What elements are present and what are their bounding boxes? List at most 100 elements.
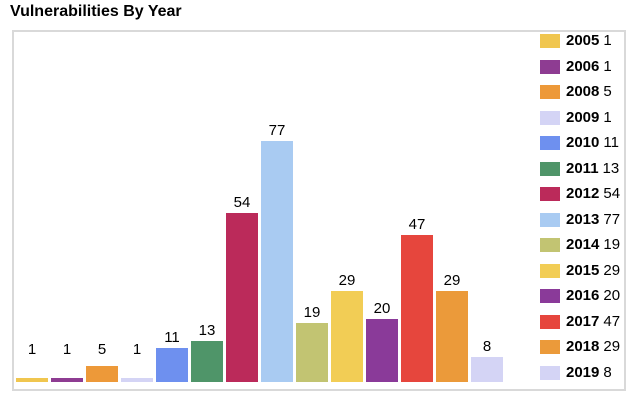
legend-swatch-2019 <box>540 366 560 380</box>
bar-value-label-2009: 1 <box>132 341 142 358</box>
bars-layer: 1 1 5 1 11 13 54 77 19 29 20 47 29 8 <box>14 32 624 389</box>
legend-item-2013[interactable]: 2013 77 <box>540 211 621 228</box>
legend-item-2018[interactable]: 2018 29 <box>540 338 621 355</box>
bar-value-label-2006: 1 <box>62 341 72 358</box>
bar-2008[interactable] <box>86 366 118 382</box>
legend-year: 2017 <box>566 313 600 330</box>
legend-item-2005[interactable]: 2005 1 <box>540 32 612 49</box>
legend-text: 2018 29 <box>566 338 621 355</box>
legend-text: 2014 19 <box>566 236 621 253</box>
bar-value-label-2016: 20 <box>373 300 391 317</box>
legend-value: 8 <box>603 364 612 381</box>
legend-swatch-2013 <box>540 213 560 227</box>
legend-swatch-2005 <box>540 34 560 48</box>
legend-swatch-2017 <box>540 315 560 329</box>
legend-item-2017[interactable]: 2017 47 <box>540 313 621 330</box>
legend-swatch-2006 <box>540 60 560 74</box>
legend-year: 2009 <box>566 109 600 126</box>
bar-value-label-2013: 77 <box>268 122 286 139</box>
bar-2015[interactable] <box>331 291 363 382</box>
legend-item-2012[interactable]: 2012 54 <box>540 185 621 202</box>
legend-item-2019[interactable]: 2019 8 <box>540 364 612 381</box>
legend-value: 29 <box>603 262 621 279</box>
legend-item-2015[interactable]: 2015 29 <box>540 262 621 279</box>
bar-value-label-2012: 54 <box>233 194 251 211</box>
legend-text: 2017 47 <box>566 313 621 330</box>
legend-year: 2016 <box>566 287 600 304</box>
legend-swatch-2016 <box>540 289 560 303</box>
bar-value-label-2005: 1 <box>27 341 37 358</box>
bar-value-label-2017: 47 <box>408 216 426 233</box>
bar-2009[interactable] <box>121 378 153 382</box>
legend-year: 2015 <box>566 262 600 279</box>
bar-value-label-2011: 13 <box>198 322 216 339</box>
legend-text: 2009 1 <box>566 109 612 126</box>
legend-value: 29 <box>603 338 621 355</box>
legend-swatch-2015 <box>540 264 560 278</box>
legend-text: 2006 1 <box>566 58 612 75</box>
legend-text: 2005 1 <box>566 32 612 49</box>
legend-value: 19 <box>603 236 621 253</box>
bar-2019[interactable] <box>471 357 503 382</box>
legend-year: 2008 <box>566 83 600 100</box>
legend-value: 1 <box>603 58 612 75</box>
legend-swatch-2010 <box>540 136 560 150</box>
bar-2010[interactable] <box>156 348 188 382</box>
legend-item-2010[interactable]: 2010 11 <box>540 134 619 151</box>
legend-item-2009[interactable]: 2009 1 <box>540 109 612 126</box>
bar-2013[interactable] <box>261 141 293 382</box>
bar-value-label-2015: 29 <box>338 272 356 289</box>
legend-year: 2010 <box>566 134 600 151</box>
legend-value: 47 <box>603 313 621 330</box>
legend-text: 2016 20 <box>566 287 621 304</box>
legend-item-2011[interactable]: 2011 13 <box>540 160 620 177</box>
legend: 2005 1 2006 1 2008 5 2009 1 2010 11 2011 13 2012 54 20… <box>14 32 624 389</box>
legend-text: 2008 5 <box>566 83 612 100</box>
bar-2016[interactable] <box>366 319 398 382</box>
bar-2006[interactable] <box>51 378 83 382</box>
legend-value: 13 <box>602 160 620 177</box>
legend-value: 1 <box>603 109 612 126</box>
legend-item-2014[interactable]: 2014 19 <box>540 236 621 253</box>
legend-value: 77 <box>603 211 621 228</box>
legend-text: 2011 13 <box>566 160 620 177</box>
legend-swatch-2011 <box>540 162 560 176</box>
legend-swatch-2014 <box>540 238 560 252</box>
legend-year: 2019 <box>566 364 600 381</box>
legend-swatch-2009 <box>540 111 560 125</box>
legend-value: 54 <box>603 185 621 202</box>
legend-swatch-2008 <box>540 85 560 99</box>
bar-2011[interactable] <box>191 341 223 382</box>
bar-2005[interactable] <box>16 378 48 382</box>
legend-year: 2012 <box>566 185 600 202</box>
legend-text: 2015 29 <box>566 262 621 279</box>
legend-text: 2010 11 <box>566 134 619 151</box>
legend-item-2016[interactable]: 2016 20 <box>540 287 621 304</box>
legend-value: 20 <box>603 287 621 304</box>
legend-year: 2011 <box>566 160 599 177</box>
legend-text: 2019 8 <box>566 364 612 381</box>
legend-year: 2018 <box>566 338 600 355</box>
legend-swatch-2018 <box>540 340 560 354</box>
bar-2018[interactable] <box>436 291 468 382</box>
bar-2014[interactable] <box>296 323 328 382</box>
bar-2017[interactable] <box>401 235 433 382</box>
chart-area: 1 1 5 1 11 13 54 77 19 29 20 47 29 8 2005 1 2006 1 2008 5 2… <box>12 30 626 391</box>
bar-value-label-2019: 8 <box>482 338 492 355</box>
legend-item-2006[interactable]: 2006 1 <box>540 58 612 75</box>
legend-year: 2013 <box>566 211 600 228</box>
legend-value: 11 <box>603 134 619 151</box>
chart-title: Vulnerabilities By Year <box>10 3 182 20</box>
legend-year: 2006 <box>566 58 600 75</box>
legend-value: 1 <box>603 32 612 49</box>
legend-text: 2012 54 <box>566 185 621 202</box>
bar-value-label-2014: 19 <box>303 304 321 321</box>
legend-swatch-2012 <box>540 187 560 201</box>
bar-value-label-2018: 29 <box>443 272 461 289</box>
legend-item-2008[interactable]: 2008 5 <box>540 83 612 100</box>
bar-value-label-2010: 11 <box>164 329 180 346</box>
bar-2012[interactable] <box>226 213 258 382</box>
legend-value: 5 <box>603 83 612 100</box>
legend-year: 2014 <box>566 236 600 253</box>
